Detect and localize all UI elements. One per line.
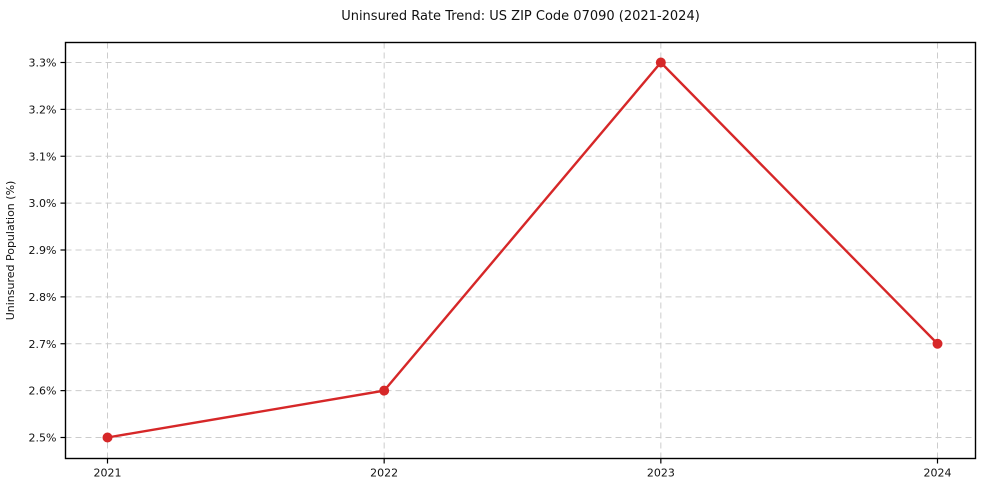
y-tick-label: 3.3%: [29, 57, 57, 70]
y-tick-label: 3.1%: [29, 150, 57, 163]
data-point-marker: [932, 338, 943, 349]
tick-layer: 2.5% 2.6% 2.7% 2.8% 2.9% 3.0% 3.1% 3.2% 3.3% 2021…: [29, 57, 952, 480]
x-tick-label: 2021: [94, 467, 122, 480]
series-layer: [102, 57, 943, 443]
y-axis-label: Uninsured Population (%): [4, 181, 17, 321]
data-point-marker: [102, 432, 113, 443]
y-tick-label: 2.5%: [29, 432, 57, 445]
grid-layer: [65, 42, 976, 459]
y-tick-label: 2.7%: [29, 338, 57, 351]
y-tick-label: 2.6%: [29, 385, 57, 398]
x-tick-label: 2023: [647, 467, 675, 480]
y-tick-label: 2.8%: [29, 291, 57, 304]
trend-line: [106, 61, 939, 439]
plot-border: [64, 41, 977, 460]
y-tick-label: 3.0%: [29, 197, 57, 210]
y-tick-label: 3.2%: [29, 103, 57, 116]
y-tick-label: 2.9%: [29, 244, 57, 257]
x-tick-label: 2024: [924, 467, 952, 480]
chart-title: Uninsured Rate Trend: US ZIP Code 07090 …: [341, 9, 700, 24]
x-tick-label: 2022: [370, 467, 398, 480]
data-point-marker: [379, 385, 390, 396]
data-point-marker: [655, 57, 666, 68]
